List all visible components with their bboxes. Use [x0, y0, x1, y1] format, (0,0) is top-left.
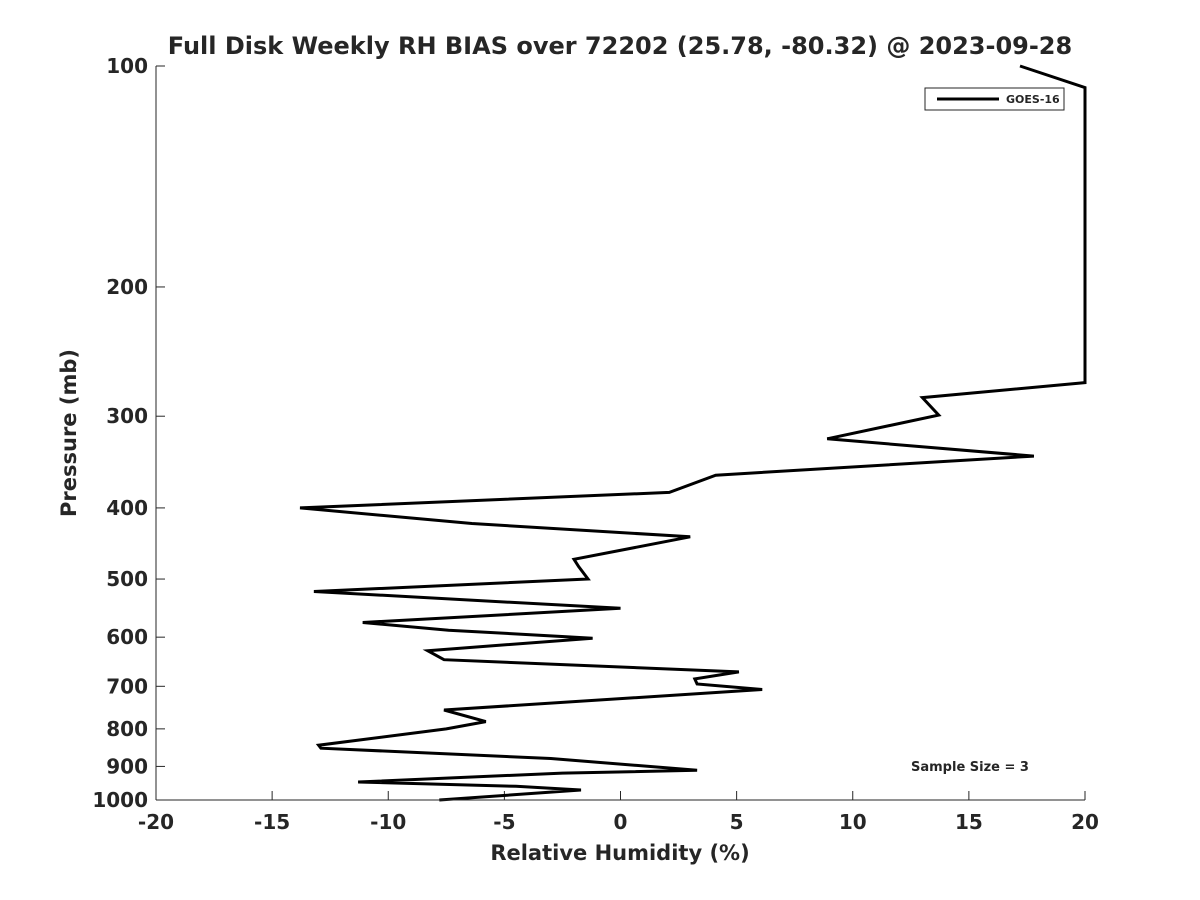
x-tick-label: -15 — [254, 810, 290, 834]
series-layer — [299, 64, 1087, 802]
x-tick-label: 15 — [955, 810, 983, 834]
x-tick-label: 10 — [839, 810, 867, 834]
y-tick-label: 800 — [106, 717, 148, 741]
x-tick-label: 0 — [614, 810, 628, 834]
chart-title: Full Disk Weekly RH BIAS over 72202 (25.… — [168, 32, 1072, 60]
y-tick-label: 700 — [106, 674, 148, 698]
y-tick-label: 200 — [106, 275, 148, 299]
legend-label: GOES-16 — [1006, 93, 1060, 106]
x-tick-label: 20 — [1071, 810, 1099, 834]
sample-size-annotation: Sample Size = 3 — [911, 760, 1029, 775]
x-tick-label: -5 — [493, 810, 515, 834]
y-tick-label: 300 — [106, 404, 148, 428]
y-tick-label: 900 — [106, 754, 148, 778]
y-tick-label: 100 — [106, 54, 148, 78]
y-axis-label: Pressure (mb) — [57, 349, 81, 517]
legend: GOES-16 — [924, 87, 1065, 111]
x-tick-label: -10 — [370, 810, 406, 834]
y-tick-label: 500 — [106, 567, 148, 591]
series-line-goes-16 — [299, 64, 1087, 802]
y-axis-ticks: 100 200 300 400 500 600 700 800 900 1000 — [92, 54, 165, 812]
x-axis-ticks: -20 -15 -10 -5 0 5 10 15 20 — [138, 791, 1099, 834]
x-tick-label: -20 — [138, 810, 174, 834]
y-tick-label: 600 — [106, 625, 148, 649]
y-tick-label: 1000 — [92, 788, 148, 812]
x-tick-label: 5 — [730, 810, 744, 834]
x-axis-label: Relative Humidity (%) — [490, 841, 749, 865]
y-tick-label: 400 — [106, 496, 148, 520]
